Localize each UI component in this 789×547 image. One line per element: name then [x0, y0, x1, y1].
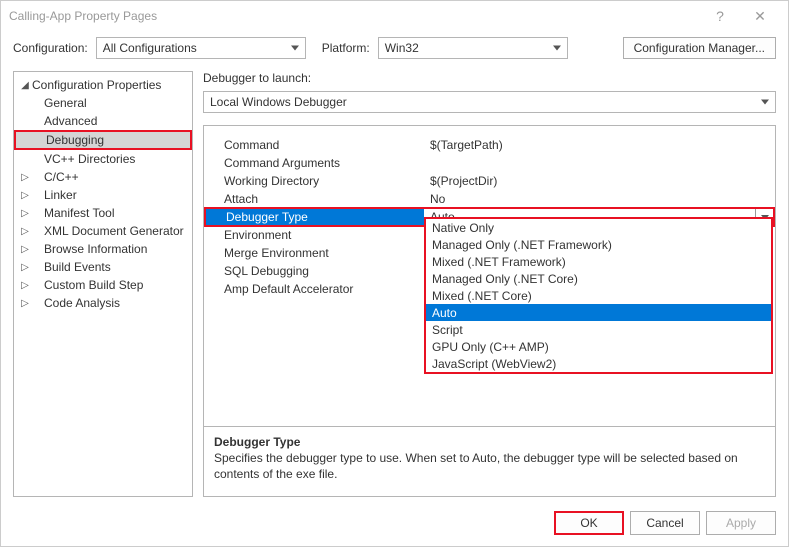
property-name: Merge Environment — [204, 246, 424, 260]
expand-icon[interactable]: ▷ — [20, 280, 30, 291]
tree-item-label: Linker — [30, 188, 77, 202]
tree-item-manifest-tool[interactable]: ▷Manifest Tool — [14, 204, 192, 222]
debugger-type-dropdown[interactable]: Native OnlyManaged Only (.NET Framework)… — [424, 217, 773, 374]
tree-item-browse-information[interactable]: ▷Browse Information — [14, 240, 192, 258]
tree-item-label: Advanced — [30, 114, 97, 128]
expand-icon[interactable]: ▷ — [20, 190, 30, 201]
expand-icon[interactable]: ▷ — [20, 226, 30, 237]
tree-item-linker[interactable]: ▷Linker — [14, 186, 192, 204]
configuration-value: All Configurations — [103, 41, 197, 55]
expand-icon[interactable]: ▷ — [20, 262, 30, 273]
platform-value: Win32 — [385, 41, 419, 55]
property-name: Debugger Type — [204, 207, 424, 227]
tree-item-label: Code Analysis — [30, 296, 120, 310]
property-name: Amp Default Accelerator — [204, 282, 424, 296]
tree-view[interactable]: ◢ Configuration Properties General Advanc… — [13, 71, 193, 497]
property-row-command[interactable]: Command$(TargetPath) — [204, 136, 775, 154]
property-name: Working Directory — [204, 174, 424, 188]
cancel-button[interactable]: Cancel — [630, 511, 700, 535]
property-value[interactable]: No — [424, 192, 775, 206]
description-panel: Debugger Type Specifies the debugger typ… — [203, 427, 776, 497]
tree-item-label: C/C++ — [30, 170, 79, 184]
tree-item-custom-build-step[interactable]: ▷Custom Build Step — [14, 276, 192, 294]
titlebar: Calling-App Property Pages ? ✕ — [1, 1, 788, 31]
debugger-launch-value: Local Windows Debugger — [210, 95, 347, 109]
description-text: Specifies the debugger type to use. When… — [214, 451, 765, 482]
dropdown-option[interactable]: GPU Only (C++ AMP) — [426, 338, 771, 355]
dropdown-option[interactable]: Auto — [426, 304, 771, 321]
help-button[interactable]: ? — [700, 8, 740, 24]
expand-icon[interactable]: ▷ — [20, 298, 30, 309]
dropdown-option[interactable]: Mixed (.NET Core) — [426, 287, 771, 304]
tree-item-advanced[interactable]: Advanced — [14, 112, 192, 130]
configuration-label: Configuration: — [13, 41, 88, 55]
tree-item-xml-document-generator[interactable]: ▷XML Document Generator — [14, 222, 192, 240]
property-name: SQL Debugging — [204, 264, 424, 278]
property-name: Command — [204, 138, 424, 152]
property-name: Command Arguments — [204, 156, 424, 170]
property-name: Attach — [204, 192, 424, 206]
property-row-command-arguments[interactable]: Command Arguments — [204, 154, 775, 172]
collapse-icon[interactable]: ◢ — [20, 80, 30, 91]
property-grid[interactable]: Command$(TargetPath)Command ArgumentsWor… — [203, 125, 776, 427]
property-value[interactable]: $(TargetPath) — [424, 138, 775, 152]
window-title: Calling-App Property Pages — [9, 9, 700, 23]
property-row-attach[interactable]: AttachNo — [204, 190, 775, 208]
platform-combo[interactable]: Win32 — [378, 37, 568, 59]
config-row: Configuration: All Configurations Platfo… — [1, 31, 788, 71]
expand-icon[interactable]: ▷ — [20, 244, 30, 255]
close-button[interactable]: ✕ — [740, 8, 780, 25]
right-pane: Debugger to launch: Local Windows Debugg… — [203, 71, 776, 497]
tree-item-debugging[interactable]: Debugging — [14, 130, 192, 150]
main-area: ◢ Configuration Properties General Advanc… — [1, 71, 788, 503]
dialog-buttons: OK Cancel Apply — [1, 503, 788, 543]
dropdown-option[interactable]: Managed Only (.NET Framework) — [426, 236, 771, 253]
tree-item-label: General — [30, 96, 87, 110]
dropdown-option[interactable]: Mixed (.NET Framework) — [426, 253, 771, 270]
platform-label: Platform: — [322, 41, 370, 55]
expand-icon[interactable]: ▷ — [20, 208, 30, 219]
tree-item-label: XML Document Generator — [30, 224, 184, 238]
tree-item-label: Browse Information — [30, 242, 147, 256]
dropdown-option[interactable]: Managed Only (.NET Core) — [426, 270, 771, 287]
tree-item-label: Custom Build Step — [30, 278, 143, 292]
ok-button[interactable]: OK — [554, 511, 624, 535]
tree-item-label: Manifest Tool — [30, 206, 114, 220]
tree-item-general[interactable]: General — [14, 94, 192, 112]
property-value[interactable]: $(ProjectDir) — [424, 174, 775, 188]
description-title: Debugger Type — [214, 435, 765, 449]
apply-button[interactable]: Apply — [706, 511, 776, 535]
tree-item-c-c-[interactable]: ▷C/C++ — [14, 168, 192, 186]
debugger-launch-combo[interactable]: Local Windows Debugger — [203, 91, 776, 113]
property-row-working-directory[interactable]: Working Directory$(ProjectDir) — [204, 172, 775, 190]
tree-item-build-events[interactable]: ▷Build Events — [14, 258, 192, 276]
tree-item-label: Build Events — [30, 260, 111, 274]
tree-item-label: VC++ Directories — [30, 152, 135, 166]
expand-icon[interactable]: ▷ — [20, 172, 30, 183]
configuration-combo[interactable]: All Configurations — [96, 37, 306, 59]
property-name: Environment — [204, 228, 424, 242]
dropdown-option[interactable]: Script — [426, 321, 771, 338]
debugger-launch-label: Debugger to launch: — [203, 71, 776, 85]
tree-item-label: Debugging — [32, 133, 104, 147]
configuration-manager-button[interactable]: Configuration Manager... — [623, 37, 776, 59]
dropdown-option[interactable]: Native Only — [426, 219, 771, 236]
tree-root[interactable]: ◢ Configuration Properties — [14, 76, 192, 94]
tree-item-code-analysis[interactable]: ▷Code Analysis — [14, 294, 192, 312]
tree-item-vc-directories[interactable]: VC++ Directories — [14, 150, 192, 168]
dropdown-option[interactable]: JavaScript (WebView2) — [426, 355, 771, 372]
